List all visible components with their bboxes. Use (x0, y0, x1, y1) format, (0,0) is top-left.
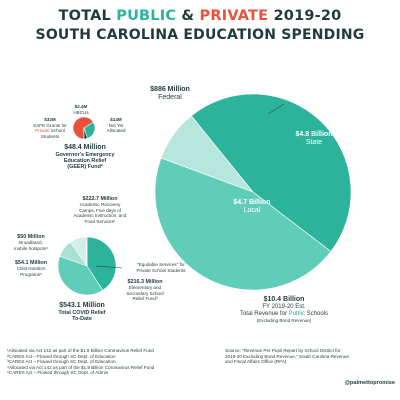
hbcu-label: $2.4M HBCUs (73, 104, 89, 115)
recovery-camps-label: $222.7 Million Academic Recovery Camps, … (73, 196, 127, 224)
covid-total-label: $543.1 Million Total COVID Relief To-Dat… (58, 302, 106, 323)
footnote: ¹Allocated via Act 142 as part of the $1… (7, 348, 154, 353)
chart-title-line2: SOUTH CAROLINA EDUCATION SPENDING (35, 27, 365, 43)
public-revenue-pie (154, 93, 352, 291)
pie-slice-hbcus (83, 127, 88, 140)
geer-total-label: $48.4 Million Governor's Emergency Educa… (55, 144, 115, 171)
geer-fund-pie (72, 116, 96, 140)
pie-slice-safe-grants-for-private-school-students (72, 116, 94, 140)
local-label: $4.7 Billion Local (233, 199, 271, 215)
not-yet-allocated-label: $14M Not Yet Allocated (106, 117, 126, 133)
covid-relief-pie (57, 236, 117, 296)
footnote: ²CARES Act – Flowed through SC Dept. of … (7, 353, 116, 359)
pie-slice-state (190, 93, 352, 252)
footnote: ⁵CARES Act – Flowed through SC Dept. of … (7, 370, 109, 375)
safe-grants-label: $32M SAFE Grants for Private School Stud… (33, 117, 67, 139)
footnotes: ¹Allocated via Act 142 as part of the $1… (7, 348, 207, 376)
equitable-services-label: "Equitable Services" for Private School … (136, 262, 186, 273)
twitter-handle: @palmettopromise (344, 380, 395, 386)
public-revenue-total-label: $10.4 Billion FY 2019-20 Est. Total Reve… (239, 296, 329, 323)
pie-slice-equitable-services-for-private-school-students (85, 236, 88, 267)
state-label: $4.8 Billion State (295, 131, 333, 147)
broadband-label: $50 Million Broadband, mobile hotspots⁴ (13, 234, 49, 251)
footnote: ³CARES Act – Flowed through SC Dept. of … (7, 359, 116, 364)
source-note: Source: "Revenue Per Pupil Report by Sch… (225, 348, 349, 364)
pie-slice-local (154, 157, 332, 291)
chart-title-line1: TOTAL PUBLIC & PRIVATE 2019-20 (58, 8, 342, 24)
esser-label: $216.3 Million Elementary and Secondary … (126, 279, 164, 302)
equitable-leader-line (95, 265, 123, 269)
footnote: ⁴Allocated via Act 142 as part of the $1… (7, 364, 155, 370)
pie-slice-elementary-and-secondary-school-relief-fund (57, 255, 104, 296)
federal-label: $886 Million Federal (150, 86, 190, 102)
child-nutrition-label: $54.1 Million Child Nutrition Programs⁵ (14, 260, 48, 277)
federal-leader-line (267, 103, 285, 115)
pie-slice-federal (160, 115, 254, 193)
